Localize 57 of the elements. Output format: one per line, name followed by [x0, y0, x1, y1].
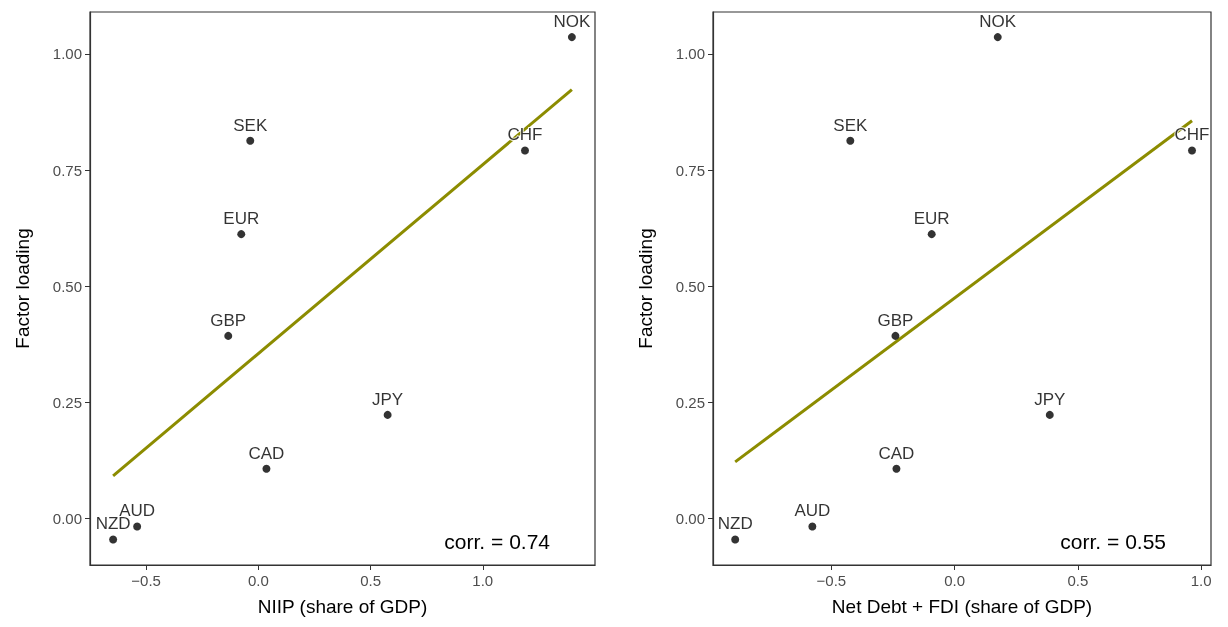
data-label: NOK — [979, 12, 1017, 32]
point — [927, 230, 936, 239]
point — [237, 230, 246, 239]
y-tick-label: 0.25 — [675, 393, 705, 411]
point — [567, 33, 576, 42]
data-label: SEK — [233, 115, 268, 135]
data-label: EUR — [913, 209, 950, 229]
point — [246, 136, 255, 145]
point — [891, 331, 900, 340]
y-tick-label: 0.50 — [675, 277, 705, 295]
data-label: CHF — [1174, 125, 1210, 145]
x-tick-label: 1.0 — [472, 572, 494, 589]
point — [383, 410, 392, 419]
x-tick-label: −0.5 — [816, 572, 847, 589]
annotation: corr. = 0.74 — [444, 530, 551, 553]
data-label: SEK — [833, 115, 868, 135]
point — [731, 535, 740, 544]
data-label: NOK — [553, 12, 591, 32]
y-tick-label: 0.50 — [52, 277, 82, 295]
point — [133, 522, 142, 531]
point — [892, 464, 901, 473]
point — [808, 522, 817, 531]
x-tick-label: 0.0 — [944, 572, 966, 589]
data-label: CAD — [878, 443, 915, 463]
y-axis-title: Factor loading — [635, 228, 656, 349]
point — [520, 146, 529, 155]
y-tick-label: 0.75 — [52, 161, 82, 179]
annotation: corr. = 0.55 — [1060, 530, 1167, 553]
point — [262, 464, 271, 473]
x-tick-label: 0.5 — [1067, 572, 1089, 589]
point — [1188, 146, 1197, 155]
x-axis-title: NIIP (share of GDP) — [257, 596, 428, 617]
x-tick-label: 1.0 — [1190, 572, 1212, 589]
x-axis-title: Net Debt + FDI (share of GDP) — [831, 596, 1093, 617]
data-label: GBP — [877, 310, 914, 330]
x-tick-label: 0.5 — [360, 572, 381, 589]
point — [993, 33, 1002, 42]
data-label: CAD — [248, 443, 285, 463]
point — [109, 535, 118, 544]
y-tick-label: 0.00 — [675, 510, 705, 528]
y-tick-label: 0.00 — [52, 510, 82, 528]
y-tick-label: 0.25 — [52, 393, 82, 411]
point — [846, 136, 855, 145]
data-label: NZD — [717, 514, 753, 534]
y-tick-label: 1.00 — [675, 45, 705, 63]
data-label: JPY — [372, 389, 404, 409]
data-label: GBP — [210, 310, 247, 330]
y-tick-label: 0.75 — [675, 161, 705, 179]
point — [224, 331, 233, 340]
data-label: JPY — [1034, 389, 1066, 409]
x-tick-label: 0.0 — [247, 572, 269, 589]
x-tick-label: −0.5 — [131, 572, 161, 589]
data-label: EUR — [223, 209, 260, 229]
y-axis-title: Factor loading — [12, 228, 33, 349]
point — [1045, 410, 1054, 419]
data-label: AUD — [794, 501, 831, 521]
y-tick-label: 1.00 — [52, 45, 82, 63]
